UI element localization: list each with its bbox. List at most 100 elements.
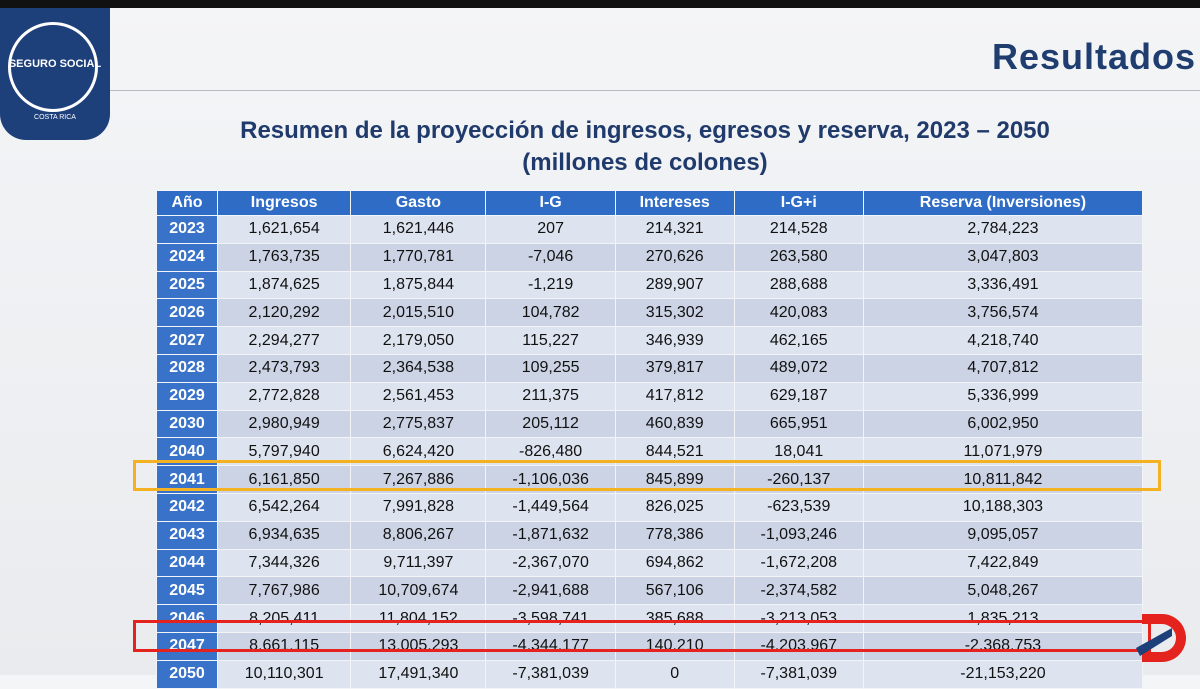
column-header: Gasto: [350, 190, 487, 216]
table-cell: -2,374,582: [733, 576, 864, 606]
table-cell: 3,336,491: [862, 270, 1144, 300]
highlight-box: [133, 620, 1151, 652]
table-cell: 567,106: [614, 576, 735, 606]
table-cell: 7,344,326: [217, 548, 352, 578]
table-row: 2025 1,874,625 1,875,844 -1,219 289,907 288,6…: [155, 270, 1144, 300]
table-cell: 2,179,050: [350, 326, 487, 355]
table-cell: 0: [614, 659, 735, 689]
table-cell: 2,364,538: [350, 353, 487, 383]
table-cell: 17,491,340: [350, 659, 487, 689]
table-cell: -21,153,220: [862, 659, 1144, 689]
table-cell: 462,165: [733, 326, 864, 355]
table-cell: 6,002,950: [862, 409, 1144, 439]
table-cell: 8,205,411: [217, 604, 352, 633]
table-cell: 1,763,735: [217, 242, 352, 272]
page-title: Resultados: [991, 36, 1196, 77]
table-cell: 288,688: [733, 270, 864, 300]
table-cell: 1,874,625: [217, 270, 352, 300]
column-header: I-G+i: [733, 190, 864, 216]
table-subtitle: (millones de colones): [522, 149, 768, 176]
table-row: 2029 2,772,828 2,561,453 211,375 417,812 629,…: [155, 381, 1144, 411]
year-cell: 2042: [155, 492, 219, 522]
table-cell: 2,980,949: [217, 409, 352, 439]
header-row: Año Ingresos Gasto I-G Intereses I-G+i Reserva…: [155, 190, 1144, 216]
table-cell: -1,672,208: [733, 548, 864, 578]
brand-logo: [1136, 614, 1186, 662]
table-cell: 9,711,397: [350, 548, 487, 578]
table-row: 2027 2,294,277 2,179,050 115,227 346,939 462,…: [155, 326, 1144, 355]
table-cell: 2,772,828: [217, 381, 352, 411]
table-cell: -7,381,039: [733, 659, 864, 689]
table-row: 2045 7,767,986 10,709,674 -2,941,688 567,106…: [155, 576, 1144, 606]
year-cell: 2026: [155, 298, 219, 328]
table-row: 2028 2,473,793 2,364,538 109,255 379,817 489,…: [155, 353, 1144, 383]
table-cell: 629,187: [733, 381, 864, 411]
table-cell: 4,218,740: [862, 326, 1144, 355]
table-cell: -1,219: [485, 270, 616, 300]
table-cell: 385,688: [614, 604, 735, 633]
table-cell: -4,203,967: [733, 631, 864, 661]
table-cell: 2,120,292: [217, 298, 352, 328]
table-cell: 104,782: [485, 298, 616, 328]
table-cell: 3,047,803: [862, 242, 1144, 272]
table-cell: 7,767,986: [217, 576, 352, 606]
year-cell: 2028: [155, 353, 219, 383]
table-cell: 1,770,781: [350, 242, 487, 272]
year-cell: 2047: [155, 631, 219, 661]
year-cell: 2044: [155, 548, 219, 578]
table-cell: -1,449,564: [485, 492, 616, 522]
table-cell: -2,941,688: [485, 576, 616, 606]
table-cell: 205,112: [485, 409, 616, 439]
table-cell: 2,784,223: [862, 215, 1144, 244]
table-cell: 7,422,849: [862, 548, 1144, 578]
table-cell: 2,561,453: [350, 381, 487, 411]
year-cell: 2024: [155, 242, 219, 272]
table-cell: 3,756,574: [862, 298, 1144, 328]
year-cell: 2025: [155, 270, 219, 300]
table-cell: 1,621,654: [217, 215, 352, 244]
table-cell: 8,806,267: [350, 520, 487, 550]
table-cell: 6,542,264: [217, 492, 352, 522]
table-cell: -623,539: [733, 492, 864, 522]
year-cell: 2030: [155, 409, 219, 439]
table-cell: 5,336,999: [862, 381, 1144, 411]
table-cell: 263,580: [733, 242, 864, 272]
divider: [110, 90, 1200, 91]
table-row: 2024 1,763,735 1,770,781 -7,046 270,626 263,5…: [155, 242, 1144, 272]
logo-ring: [8, 22, 98, 112]
table: Año Ingresos Gasto I-G Intereses I-G+i Reserva…: [155, 190, 1144, 689]
table-cell: 694,862: [614, 548, 735, 578]
table-cell: 4,707,812: [862, 353, 1144, 383]
table-cell: 2,294,277: [217, 326, 352, 355]
table-cell: -7,046: [485, 242, 616, 272]
year-cell: 2023: [155, 215, 219, 244]
table-row: 2030 2,980,949 2,775,837 205,112 460,839 665,…: [155, 409, 1144, 439]
table-cell: 665,951: [733, 409, 864, 439]
table-cell: 346,939: [614, 326, 735, 355]
table-title: Resumen de la proyección de ingresos, eg…: [240, 117, 1050, 144]
year-cell: 2045: [155, 576, 219, 606]
table-cell: -1,871,632: [485, 520, 616, 550]
table-cell: 289,907: [614, 270, 735, 300]
logo-text: SEGURO SOCIAL: [8, 58, 102, 70]
year-cell: 2043: [155, 520, 219, 550]
column-header: Año: [155, 190, 219, 216]
logo: SEGURO SOCIAL COSTA RICA: [0, 8, 110, 140]
column-header: Intereses: [614, 190, 735, 216]
highlight-box: [133, 460, 1161, 491]
table-cell: 207: [485, 215, 616, 244]
table-cell: 826,025: [614, 492, 735, 522]
table-cell: 214,528: [733, 215, 864, 244]
table-row: 2042 6,542,264 7,991,828 -1,449,564 826,025-…: [155, 492, 1144, 522]
year-cell: 2029: [155, 381, 219, 411]
column-header: I-G: [485, 190, 616, 216]
table-cell: 489,072: [733, 353, 864, 383]
table-cell: 109,255: [485, 353, 616, 383]
table-row: 2050 10,110,301 17,491,340 -7,381,039 0 -7,38…: [155, 659, 1144, 689]
year-cell: 2050: [155, 659, 219, 689]
table-cell: 270,626: [614, 242, 735, 272]
table-cell: 315,302: [614, 298, 735, 328]
table-cell: 13,005,293: [350, 631, 487, 661]
table-cell: 211,375: [485, 381, 616, 411]
